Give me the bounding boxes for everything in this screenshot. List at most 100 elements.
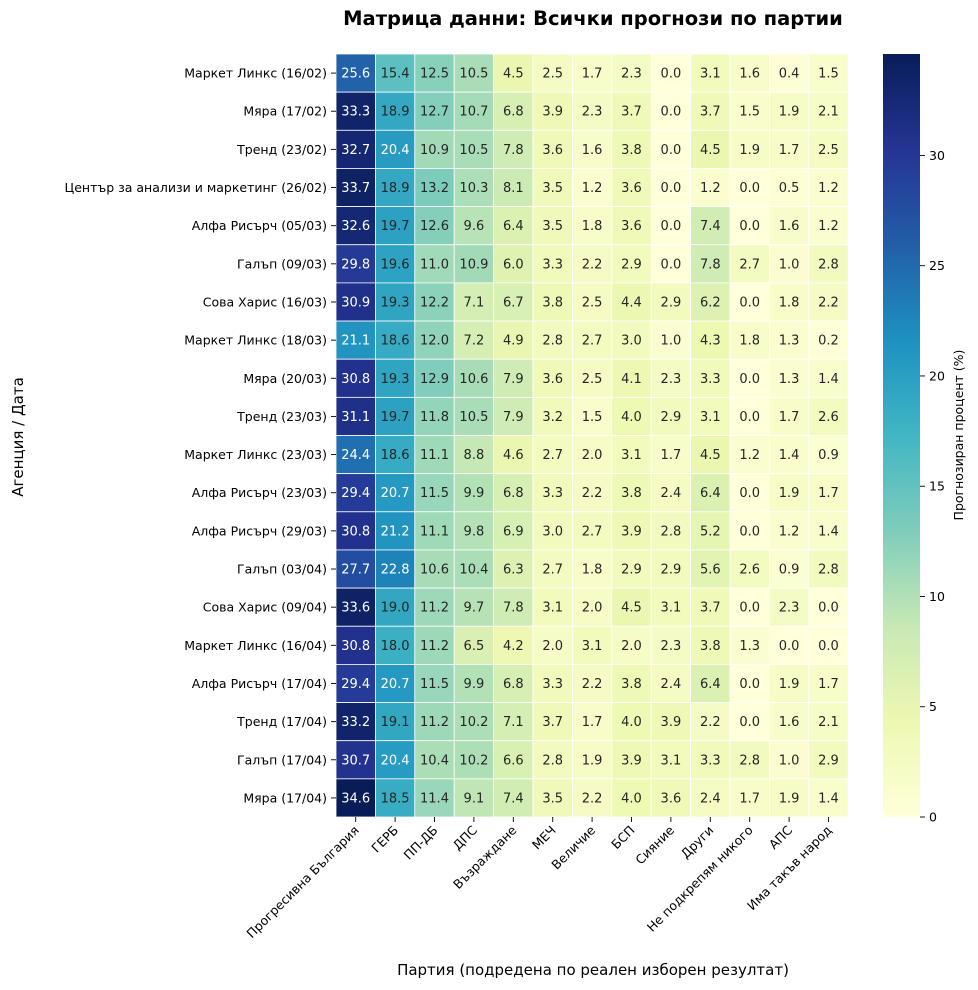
cell-value-label: 3.6 <box>621 219 642 234</box>
cell-value-label: 1.0 <box>661 334 682 349</box>
cell-value-label: 1.6 <box>779 219 800 234</box>
cell-value-label: 10.4 <box>459 563 488 578</box>
cell-value-label: 1.5 <box>739 105 760 120</box>
cell-value-label: 19.1 <box>381 715 410 730</box>
cell-value-label: 1.9 <box>779 791 800 806</box>
cell-value-label: 3.5 <box>542 219 563 234</box>
cell-value-label: 11.5 <box>420 486 449 501</box>
cell-value-label: 20.7 <box>381 486 410 501</box>
heatmap-cell <box>374 778 416 818</box>
cell-value-label: 2.7 <box>542 448 563 463</box>
row-label: Център за анализи и маркетинг (26/02) <box>65 180 327 195</box>
heatmap-cell <box>335 244 376 284</box>
cell-value-label: 3.3 <box>700 753 721 768</box>
cell-value-label: 1.5 <box>818 67 839 82</box>
column-label: ПП-ДБ <box>401 823 441 863</box>
cell-value-label: 2.9 <box>661 410 682 425</box>
cell-value-label: 3.5 <box>542 791 563 806</box>
cell-value-label: 0.9 <box>818 448 839 463</box>
cell-value-label: 18.6 <box>381 334 410 349</box>
heatmap-cell <box>808 511 849 551</box>
cell-value-label: 0.0 <box>818 639 839 654</box>
heatmap-cell <box>769 320 810 360</box>
colorbar-tick-label: 5 <box>929 699 937 714</box>
heatmap-cell <box>808 435 849 475</box>
cell-value-label: 2.8 <box>661 524 682 539</box>
cell-value-label: 3.6 <box>542 372 563 387</box>
heatmap-cell <box>453 206 495 246</box>
cell-value-label: 1.9 <box>739 143 760 158</box>
heatmap-cell <box>650 664 692 703</box>
cell-value-label: 9.1 <box>464 791 485 806</box>
cell-value-label: 2.8 <box>739 753 760 768</box>
heatmap-cell <box>729 625 770 665</box>
heatmap-cell <box>572 702 613 742</box>
heatmap-cell <box>611 549 652 589</box>
cell-value-label: 3.3 <box>700 372 721 387</box>
cell-value-label: 7.8 <box>700 257 721 272</box>
heatmap-cell <box>650 702 692 742</box>
cell-value-label: 3.1 <box>542 601 563 616</box>
heatmap-cell <box>335 358 376 398</box>
cell-value-label: 1.2 <box>700 181 721 196</box>
colorbar-ticks: 0 5 10 15 20 25 30 <box>920 148 945 825</box>
heatmap-cell <box>690 664 731 703</box>
heatmap-cell <box>414 664 455 703</box>
heatmap-cell <box>729 702 770 742</box>
heatmap-cell <box>650 320 692 360</box>
heatmap-cell <box>374 435 416 475</box>
cell-value-label: 30.7 <box>341 753 370 768</box>
cell-value-label: 4.0 <box>621 715 642 730</box>
cell-value-label: 0.0 <box>739 715 760 730</box>
cell-value-label: 3.1 <box>700 67 721 82</box>
heatmap-cell <box>374 206 416 246</box>
cell-value-label: 11.1 <box>420 524 449 539</box>
cell-value-label: 2.2 <box>582 677 603 692</box>
cell-value-label: 2.3 <box>779 601 800 616</box>
cell-value-label: 19.7 <box>381 219 410 234</box>
colorbar <box>883 54 920 817</box>
cell-value-label: 0.9 <box>779 563 800 578</box>
cell-value-label: 3.1 <box>621 448 642 463</box>
column-label: МЕЧ <box>529 823 559 853</box>
row-label: Сова Харис (09/04) <box>203 600 327 615</box>
cell-value-label: 1.7 <box>779 143 800 158</box>
cell-value-label: 1.2 <box>582 181 603 196</box>
cell-value-label: 11.8 <box>420 410 449 425</box>
heatmap-cell <box>611 435 652 475</box>
heatmap-cell <box>729 168 770 207</box>
cell-value-label: 6.4 <box>503 219 524 234</box>
heatmap-cell <box>374 396 416 436</box>
heatmap-cell <box>650 435 692 475</box>
heatmap-cell <box>532 664 573 703</box>
cell-value-label: 0.2 <box>818 334 839 349</box>
cell-value-label: 2.9 <box>621 257 642 272</box>
cell-value-label: 3.8 <box>542 295 563 310</box>
heatmap-cell <box>453 168 495 207</box>
heatmap-cell <box>572 168 613 207</box>
colorbar-tick-label: 25 <box>929 258 945 273</box>
cell-value-label: 30.8 <box>341 639 370 654</box>
heatmap-cell <box>690 91 731 131</box>
column-label: ГЕРБ <box>368 823 401 856</box>
heatmap-cell <box>453 778 495 818</box>
heatmap-cell <box>532 320 573 360</box>
colorbar-tick-label: 20 <box>929 368 945 383</box>
heatmap-cells <box>335 53 849 818</box>
heatmap-cell <box>769 435 810 475</box>
cell-value-label: 4.1 <box>621 372 642 387</box>
heatmap-cell <box>729 358 770 398</box>
cell-value-label: 15.4 <box>381 67 410 82</box>
cell-value-label: 3.9 <box>621 753 642 768</box>
heatmap-cell <box>493 511 534 551</box>
heatmap-cell <box>650 587 692 627</box>
heatmap-cell <box>769 625 810 665</box>
cell-value-label: 20.4 <box>381 143 410 158</box>
heatmap-cell <box>532 53 573 93</box>
cell-value-label: 1.7 <box>661 448 682 463</box>
heatmap-cell <box>493 91 534 131</box>
cell-value-label: 6.8 <box>503 677 524 692</box>
cell-value-label: 2.7 <box>542 563 563 578</box>
heatmap-cell <box>493 778 534 818</box>
heatmap-cell <box>414 778 455 818</box>
